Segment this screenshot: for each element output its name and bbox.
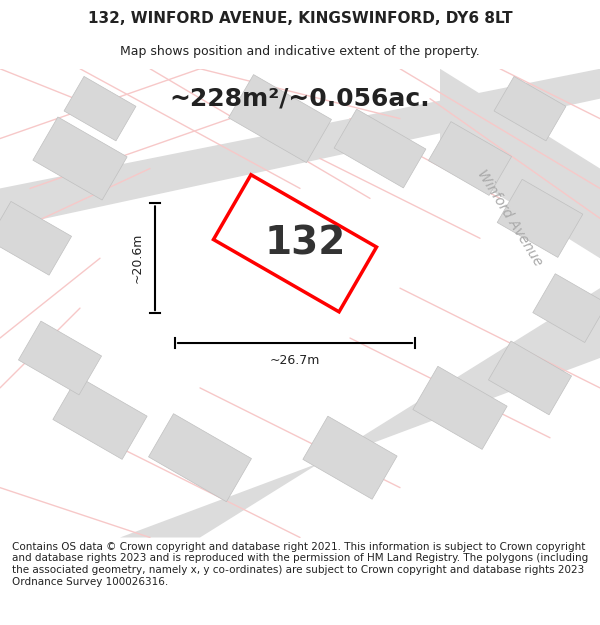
Text: ~20.6m: ~20.6m (131, 233, 143, 283)
Polygon shape (229, 74, 331, 162)
Polygon shape (494, 76, 566, 141)
Polygon shape (19, 321, 101, 395)
Polygon shape (53, 376, 147, 459)
Polygon shape (488, 341, 572, 415)
Polygon shape (33, 117, 127, 200)
Text: 132: 132 (265, 224, 346, 262)
Polygon shape (533, 274, 600, 342)
Polygon shape (0, 201, 71, 275)
Text: 132, WINFORD AVENUE, KINGSWINFORD, DY6 8LT: 132, WINFORD AVENUE, KINGSWINFORD, DY6 8… (88, 11, 512, 26)
Polygon shape (149, 414, 251, 502)
Polygon shape (440, 69, 600, 258)
Text: Winford Avenue: Winford Avenue (475, 168, 545, 269)
Text: ~26.7m: ~26.7m (270, 354, 320, 367)
Polygon shape (64, 76, 136, 141)
Polygon shape (120, 288, 600, 538)
Polygon shape (334, 109, 426, 188)
Polygon shape (413, 366, 507, 449)
Polygon shape (303, 416, 397, 499)
Polygon shape (497, 179, 583, 258)
Polygon shape (428, 122, 512, 196)
Polygon shape (214, 175, 377, 312)
Text: ~228m²/~0.056ac.: ~228m²/~0.056ac. (170, 87, 430, 111)
Text: Contains OS data © Crown copyright and database right 2021. This information is : Contains OS data © Crown copyright and d… (12, 542, 588, 587)
Text: Map shows position and indicative extent of the property.: Map shows position and indicative extent… (120, 44, 480, 58)
Polygon shape (0, 69, 600, 228)
